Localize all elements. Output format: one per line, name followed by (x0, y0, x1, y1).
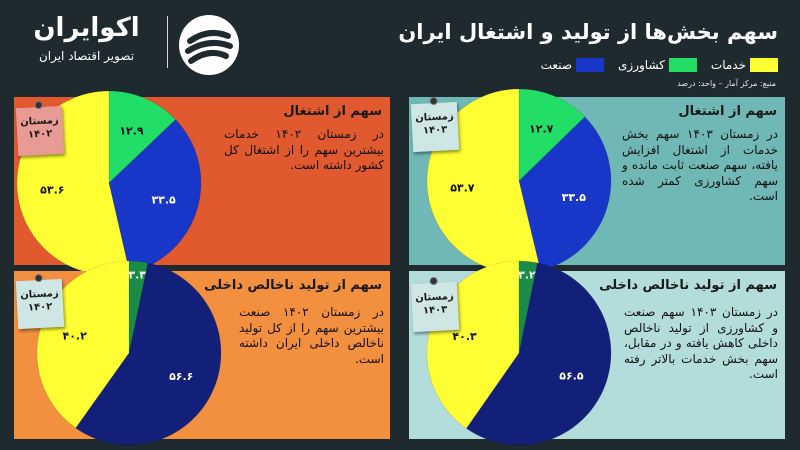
legend-label-agriculture: کشاورزی (618, 58, 665, 72)
panel-title: سهم از اشتغال (283, 104, 382, 119)
slice-label-agriculture: ۱۲.۷ (529, 122, 554, 135)
season-label: زمستان (414, 291, 455, 305)
legend-swatch-agriculture (668, 58, 697, 72)
pin-icon (429, 96, 438, 106)
slice-label-agriculture: ۳.۳ (128, 268, 146, 281)
panel-description: در زمستان ۱۴۰۲ صنعت بیشترین سهم را از کل… (239, 305, 384, 366)
page-title: سهم بخش‌ها از تولید و اشتغال ایران (398, 20, 778, 44)
pin-icon (34, 100, 43, 110)
slice-label-services: ۴۰.۲ (62, 330, 87, 343)
pie-slice-agriculture (108, 90, 177, 184)
brand-tagline: تصویر اقتصاد ایران (38, 49, 135, 63)
legend-label-services: خدمات (710, 58, 746, 72)
pin-icon (429, 276, 438, 286)
panel-gdp-1402: ۳.۳ ۵۶.۶ ۴۰.۲ سهم از تولید ناخالص داخلی در… (14, 260, 390, 446)
season-label: زمستان (19, 115, 60, 129)
season-label: زمستان (19, 288, 60, 302)
slice-label-industry: ۵۶.۶ (169, 370, 193, 383)
header: اکوایران تصویر اقتصاد ایران سهم بخش‌ها ا… (0, 0, 800, 90)
legend-label-industry: صنعت (540, 58, 573, 72)
slice-label-industry: ۵۶.۵ (559, 369, 584, 382)
pie-slice-industry (75, 262, 222, 446)
pie-slice-agriculture (518, 260, 538, 354)
season-year: ۱۴۰۳ (422, 304, 448, 317)
season-tag: زمستان ۱۴۰۲ (15, 100, 65, 157)
slice-label-agriculture: ۱۲.۹ (119, 125, 144, 138)
panel-description: در زمستان ۱۴۰۳ سهم صنعت و کشاورزی از تول… (624, 305, 778, 381)
pie-chart-employment-1402: ۱۲.۹ ۳۳.۵ ۵۳.۶ (16, 90, 202, 276)
pin-icon (34, 273, 43, 283)
legend-item-agriculture: کشاورزی (618, 58, 697, 72)
pie-chart-gdp-1402: ۳.۳ ۵۶.۶ ۴۰.۲ (36, 260, 222, 446)
brand-name: اکوایران (33, 13, 140, 43)
season-tag: زمستان ۱۴۰۲ (15, 273, 65, 330)
season-year: ۱۴۰۲ (27, 128, 53, 141)
pie-slice-agriculture (518, 88, 586, 182)
slice-label-services: ۵۳.۶ (40, 183, 64, 196)
logo-icon (179, 15, 239, 75)
season-label: زمستان (414, 111, 455, 125)
season-tag: زمستان ۱۴۰۳ (410, 276, 460, 333)
panel-gdp-1403: ۳.۲ ۵۶.۵ ۴۰.۳ سهم از تولید ناخالص داخلی در… (409, 260, 785, 446)
panel-title: سهم از تولید ناخالص داخلی (204, 278, 382, 293)
slice-label-industry: ۳۳.۵ (562, 191, 587, 204)
panel-employment-1403: ۱۲.۷ ۳۳.۵ ۵۳.۷ سهم از اشتغال در زمستان ۱۴۰… (409, 88, 785, 274)
pie-slice-industry (518, 116, 612, 271)
slice-label-services: ۴۰.۳ (452, 330, 477, 343)
pie-slice-industry (465, 262, 612, 446)
panel-description: در زمستان ۱۴۰۳ سهم بخش خدمات از اشتغال ا… (622, 127, 778, 203)
legend-swatch-services (750, 58, 778, 72)
logo-divider (167, 16, 168, 68)
source-note: منبع: مرکز آمار – واحد: درصد (677, 79, 776, 88)
slice-label-services: ۵۳.۷ (450, 182, 475, 195)
season-year: ۱۴۰۳ (422, 124, 448, 137)
panel-employment-1402: ۱۲.۹ ۳۳.۵ ۵۳.۶ سهم از اشتغال در زمستان ۱۴۰… (14, 90, 390, 276)
legend: خدمات کشاورزی صنعت (541, 58, 778, 72)
panel-title: سهم از تولید ناخالص داخلی (599, 278, 777, 293)
slice-label-agriculture: ۳.۲ (518, 268, 536, 281)
season-tag: زمستان ۱۴۰۳ (410, 96, 460, 153)
panel-title: سهم از اشتغال (678, 104, 777, 119)
panel-description: در زمستان ۱۴۰۲ خدمات بیشترین سهم را از ا… (224, 127, 384, 172)
pie-slice-agriculture (128, 260, 149, 354)
legend-swatch-industry (576, 58, 605, 72)
legend-item-services: خدمات (711, 58, 778, 72)
slice-label-industry: ۳۳.۵ (151, 193, 176, 206)
legend-item-industry: صنعت (540, 58, 605, 72)
season-year: ۱۴۰۲ (27, 301, 53, 314)
